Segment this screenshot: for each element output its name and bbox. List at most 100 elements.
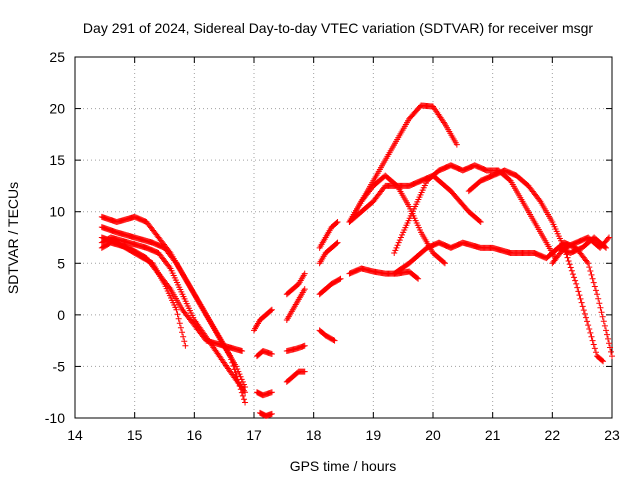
data-point: [587, 329, 594, 336]
data-point: [166, 264, 173, 271]
data-point: [477, 219, 484, 226]
y-tick-label: -5: [53, 358, 66, 374]
data-point: [301, 342, 308, 349]
data-point: [590, 279, 597, 286]
data-point: [604, 235, 611, 242]
data-point: [608, 348, 615, 355]
data-point: [334, 219, 341, 226]
data-point: [334, 239, 341, 246]
data-point: [236, 371, 243, 378]
series-track-6: [251, 306, 275, 334]
data-point: [590, 341, 597, 348]
data-point: [441, 260, 448, 267]
data-point: [601, 322, 608, 329]
data-point: [174, 311, 181, 318]
data-point: [413, 274, 420, 281]
data-point: [597, 304, 604, 311]
y-tick-label: 10: [49, 204, 65, 220]
data-point: [179, 329, 186, 336]
data-point: [596, 300, 603, 307]
series-track-14: [316, 219, 341, 251]
data-point: [301, 270, 308, 277]
data-point: [235, 368, 242, 375]
x-tick-label: 17: [246, 427, 262, 443]
series-track-4: [98, 239, 246, 354]
series-track-13: [283, 368, 308, 385]
data-point: [572, 277, 579, 284]
data-point: [173, 306, 180, 313]
x-tick-label: 20: [425, 427, 441, 443]
series-track-2: [98, 224, 249, 391]
x-tick-label: 14: [67, 427, 83, 443]
data-point: [395, 239, 402, 246]
data-point: [598, 309, 605, 316]
x-tick-label: 21: [485, 427, 501, 443]
data-point: [268, 351, 275, 358]
data-point: [301, 368, 308, 375]
series-track-12: [283, 342, 308, 354]
data-point: [333, 240, 340, 247]
series-track-15: [316, 239, 341, 267]
x-tick-label: 16: [187, 427, 203, 443]
data-point: [234, 366, 241, 373]
x-tick-label: 22: [545, 427, 561, 443]
data-point: [238, 376, 245, 383]
data-point: [239, 392, 246, 399]
x-tick-label: 19: [366, 427, 382, 443]
data-point: [569, 271, 576, 278]
grid-lines: [75, 57, 612, 418]
data-point: [330, 336, 337, 343]
data-point: [575, 288, 582, 295]
x-tick-label: 15: [127, 427, 143, 443]
series-track-25: [549, 239, 615, 360]
data-point: [177, 324, 184, 331]
data-point: [587, 268, 594, 275]
data-point: [588, 333, 595, 340]
data-point: [603, 244, 610, 251]
data-point: [607, 344, 614, 351]
data-point: [237, 373, 244, 380]
data-point: [333, 219, 340, 226]
y-axis-label: SDTVAR / TECUs: [5, 182, 21, 294]
series-track-8: [253, 389, 275, 399]
data-point: [391, 249, 398, 256]
data-point: [589, 337, 596, 344]
series-track-5: [98, 234, 249, 396]
chart-title: Day 291 of 2024, Sidereal Day-to-day VTE…: [83, 20, 593, 36]
series-track-3: [98, 234, 189, 349]
data-point: [567, 264, 574, 271]
data-point: [589, 275, 596, 282]
series-track-11: [283, 286, 308, 324]
series-track-22: [391, 162, 559, 262]
data-point: [600, 318, 607, 325]
data-point: [595, 295, 602, 302]
data-point: [301, 286, 308, 293]
series-track-26: [549, 234, 613, 267]
data-point: [394, 242, 401, 249]
data-point: [392, 247, 399, 254]
data-point: [440, 259, 447, 266]
data-point: [574, 284, 581, 291]
series-track-24: [465, 167, 607, 365]
data-point: [268, 410, 275, 417]
y-tick-label: 25: [49, 49, 65, 65]
data-point: [573, 280, 580, 287]
y-tick-label: 20: [49, 101, 65, 117]
data-point: [606, 234, 613, 241]
series-track-10: [283, 270, 308, 298]
data-point: [594, 291, 601, 298]
data-point: [536, 196, 543, 203]
data-point: [240, 387, 247, 394]
data-point: [393, 244, 400, 251]
data-point: [585, 322, 592, 329]
data-point: [180, 333, 187, 340]
data-point: [579, 303, 586, 310]
data-point: [580, 307, 587, 314]
data-point: [397, 234, 404, 241]
data-point: [591, 283, 598, 290]
data-point: [585, 260, 592, 267]
data-point: [599, 357, 606, 364]
data-point: [578, 299, 585, 306]
x-tick-label: 18: [306, 427, 322, 443]
data-point: [600, 358, 607, 365]
